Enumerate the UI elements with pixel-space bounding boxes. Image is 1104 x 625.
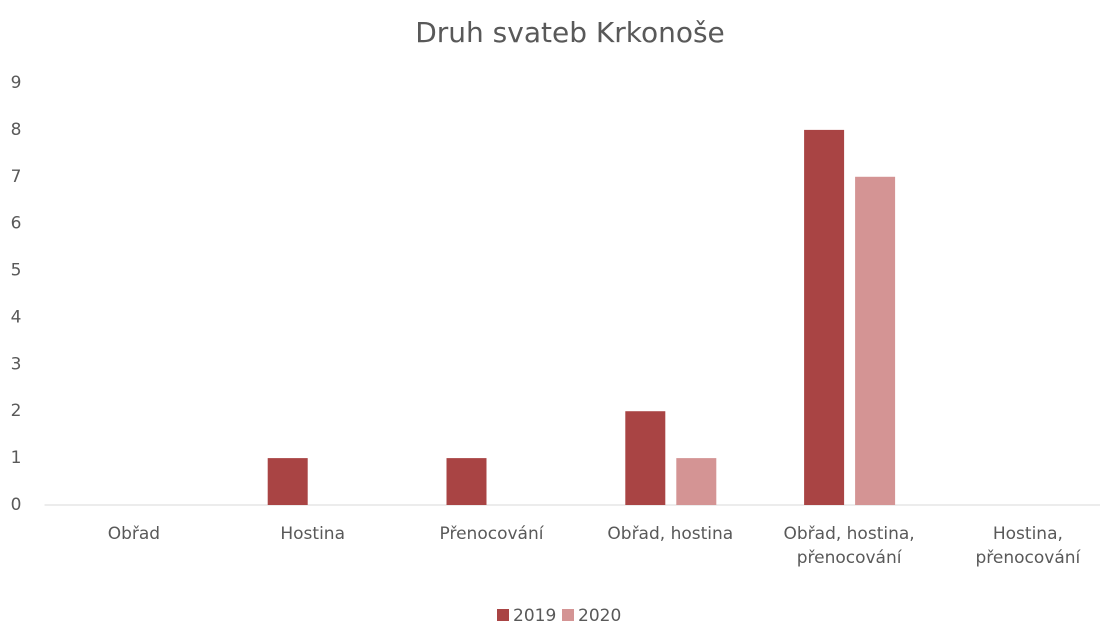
x-tick-label: Hostina (280, 524, 345, 544)
x-tick-label: Obřad (107, 524, 161, 544)
bar (676, 458, 717, 505)
bar (446, 458, 487, 505)
bar (625, 411, 666, 505)
bar (267, 458, 308, 505)
y-tick-label: 5 (11, 261, 22, 281)
y-tick-label: 1 (11, 448, 22, 468)
y-tick-label: 7 (11, 167, 22, 187)
y-tick-label: 9 (11, 73, 22, 93)
y-tick-label: 4 (11, 307, 22, 327)
y-tick-label: 8 (11, 120, 22, 140)
bar (855, 176, 896, 505)
y-tick-label: 2 (11, 401, 22, 421)
legend-label: 2020 (578, 606, 621, 625)
y-tick-label: 0 (11, 495, 22, 515)
x-tick-label: Přenocování (439, 524, 544, 544)
y-tick-label: 3 (11, 354, 22, 374)
legend-swatch (497, 609, 509, 621)
bar (804, 129, 845, 505)
legend-label: 2019 (513, 606, 556, 625)
chart-title: Druh svateb Krkonoše (415, 16, 725, 49)
x-tick-label: Obřad, hostina, přenocování (783, 524, 915, 568)
x-tick-label: Hostina, přenocování (975, 524, 1081, 568)
y-tick-label: 6 (11, 214, 22, 234)
x-tick-label: Obřad, hostina (607, 524, 734, 544)
legend-swatch (562, 609, 574, 621)
